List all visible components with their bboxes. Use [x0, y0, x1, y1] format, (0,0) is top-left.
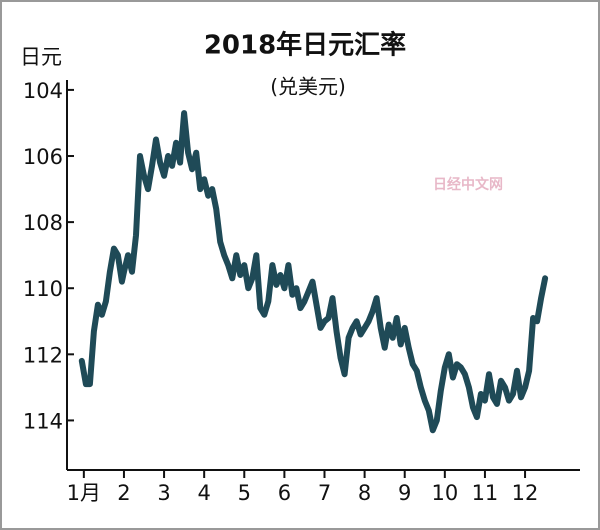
x-tick-label: 5	[238, 481, 251, 505]
chart-title: 2018年日元汇率	[204, 30, 406, 61]
x-tick-label: 9	[398, 481, 411, 505]
y-tick-label: 104	[23, 79, 63, 103]
x-tick-label: 2	[117, 481, 130, 505]
y-tick-label: 110	[23, 277, 63, 301]
x-tick-label: 12	[512, 481, 539, 505]
watermark: 日经中文网	[433, 176, 503, 193]
y-tick-label: 112	[23, 343, 63, 367]
x-tick-label: 11	[472, 481, 499, 505]
y-tick-label: 106	[23, 145, 63, 169]
x-tick-label: 3	[157, 481, 170, 505]
chart-subtitle: (兑美元)	[270, 75, 346, 99]
y-tick-label: 114	[23, 409, 63, 433]
x-tick-label: 8	[358, 481, 371, 505]
x-tick-label: 10	[431, 481, 458, 505]
x-tick-label: 6	[278, 481, 291, 505]
y-tick-label: 108	[23, 211, 63, 235]
x-tick-label: 4	[197, 481, 210, 505]
line-series	[78, 110, 549, 434]
x-tick-label: 1月	[67, 481, 101, 505]
y-axis-label: 日元	[20, 45, 62, 69]
x-tick-label: 7	[318, 481, 331, 505]
